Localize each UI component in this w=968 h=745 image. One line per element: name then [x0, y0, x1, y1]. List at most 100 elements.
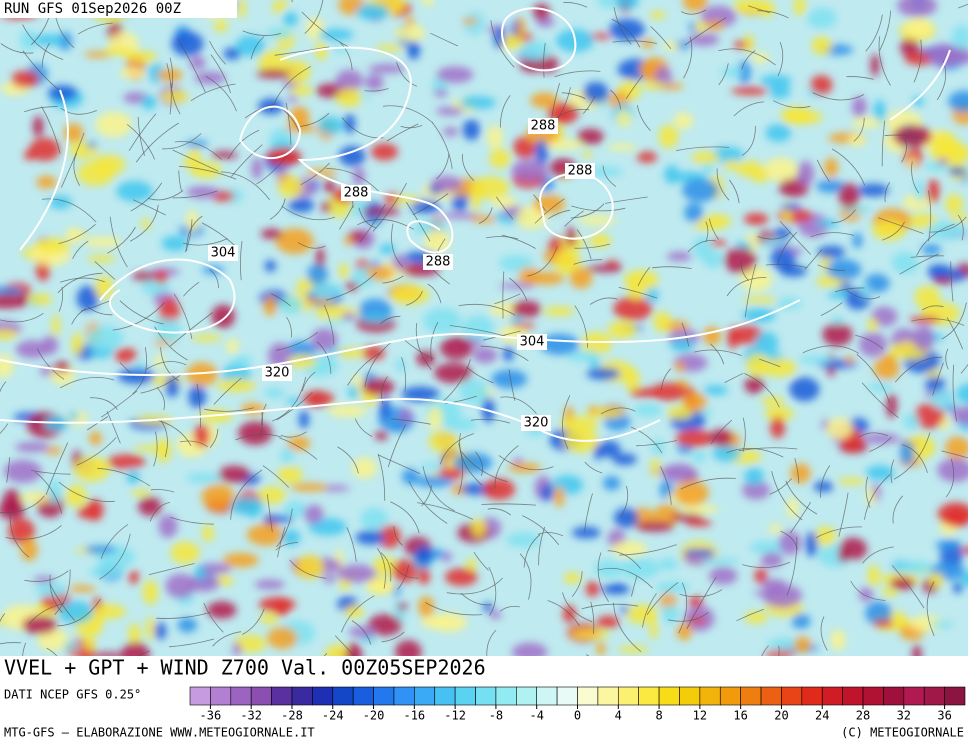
field-patch [516, 16, 525, 40]
field-patch [688, 33, 720, 46]
field-patch [539, 333, 580, 355]
streamline [582, 95, 596, 114]
field-patch [2, 489, 22, 514]
field-patch [743, 213, 769, 225]
streamline [461, 153, 475, 181]
streamline [817, 264, 845, 271]
streamline [486, 236, 519, 240]
field-patch [865, 465, 895, 481]
colorbar-swatch [821, 686, 843, 706]
field-patch [223, 47, 241, 60]
streamline [945, 348, 949, 370]
streamline [334, 635, 356, 656]
field-patch [116, 180, 153, 202]
field-patch [262, 515, 294, 523]
field-patch [260, 613, 278, 625]
field-patch [566, 226, 576, 247]
streamline [271, 293, 291, 307]
streamline [119, 300, 164, 325]
field-patch [254, 579, 285, 590]
field-patch [682, 178, 720, 202]
field-patch [618, 645, 649, 654]
field-patch [442, 127, 459, 137]
field-patch [646, 285, 659, 304]
field-patch [572, 526, 601, 539]
streamline [54, 569, 71, 615]
streamline [405, 290, 423, 306]
field-patch [298, 410, 310, 429]
field-patch [533, 194, 565, 214]
streamline [761, 645, 769, 656]
streamline [605, 196, 648, 204]
map-title: VVEL + GPT + WIND Z700 Val. 00Z05SEP2026 [4, 656, 486, 680]
colorbar-tick-label: -4 [529, 709, 543, 723]
field-patch [84, 236, 122, 248]
streamline [459, 433, 483, 486]
field-patch [851, 96, 867, 118]
streamline [201, 222, 235, 246]
field-patch [428, 431, 459, 452]
colorbar-tick-label: -32 [240, 709, 262, 723]
streamline [894, 356, 943, 383]
streamline [80, 299, 112, 312]
field-patch [8, 518, 35, 544]
field-patch [218, 465, 250, 483]
field-patch [944, 508, 968, 528]
streamline [58, 287, 63, 312]
streamline [415, 322, 432, 370]
streamline [132, 199, 166, 216]
contour-label: 288 [426, 255, 451, 270]
streamline [571, 571, 583, 598]
field-patch [128, 570, 139, 584]
streamline [742, 561, 791, 568]
field-patch [662, 41, 680, 51]
streamline [391, 223, 404, 268]
field-patch [281, 529, 301, 546]
streamline [179, 440, 209, 448]
field-patch [459, 96, 496, 110]
field-patch [489, 610, 502, 620]
field-patch [342, 312, 357, 321]
field-patch [15, 340, 50, 359]
field-patch [738, 60, 751, 84]
field-patch [395, 640, 422, 656]
streamline [9, 504, 30, 558]
field-patch [206, 601, 237, 619]
streamline [765, 264, 807, 268]
colorbar-tick-label: 16 [733, 709, 747, 723]
field-patch [190, 148, 200, 159]
streamline [129, 204, 159, 242]
streamline [170, 82, 181, 115]
colorbar-swatch [842, 686, 864, 706]
field-patch [624, 367, 640, 392]
colorbar-tick-label: -20 [363, 709, 385, 723]
streamline [259, 410, 263, 438]
field-patch [742, 307, 776, 323]
streamline [561, 92, 586, 99]
colorbar-tick-label: -16 [403, 709, 425, 723]
field-patch [414, 545, 433, 567]
field-patch [419, 462, 443, 470]
field-patch [256, 69, 290, 79]
field-patch [401, 468, 419, 485]
streamline [359, 203, 386, 243]
field-patch [653, 311, 672, 333]
streamline [173, 293, 193, 340]
streamline [660, 368, 672, 391]
field-patch [791, 613, 811, 629]
streamline [574, 305, 588, 348]
field-patch [132, 271, 156, 282]
field-patch [165, 573, 196, 599]
field-patch [914, 403, 945, 429]
field-patch [742, 481, 770, 500]
streamline [744, 264, 756, 318]
streamline [495, 196, 514, 220]
field-patch [649, 617, 658, 640]
field-patch [669, 338, 695, 352]
field-patch [857, 183, 889, 197]
field-patch [740, 267, 773, 292]
streamline [960, 363, 968, 374]
field-patch [900, 441, 915, 466]
field-patch [858, 587, 874, 602]
field-patch [583, 150, 592, 159]
